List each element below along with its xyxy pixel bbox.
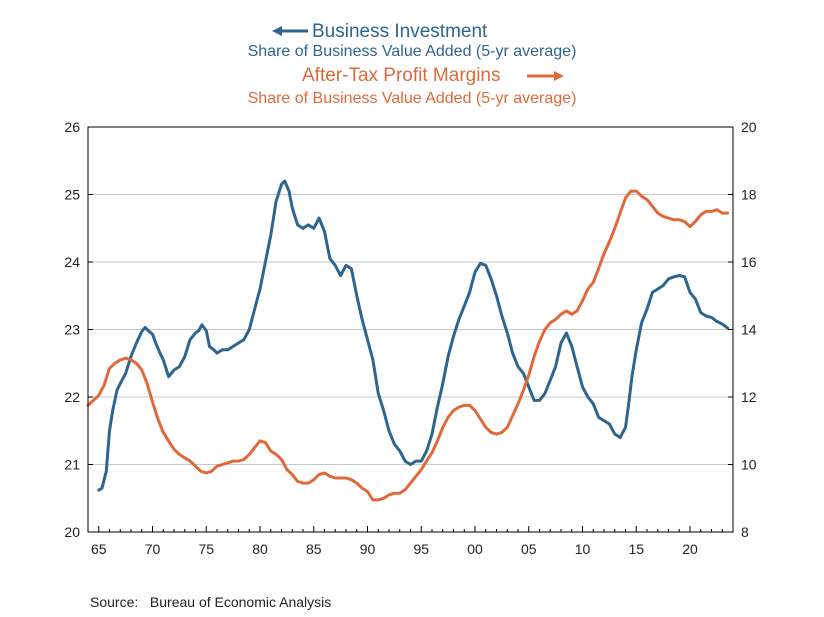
x-axis-tick-label: 05 — [521, 541, 537, 557]
legend-series-1-name: Business Investment — [312, 21, 488, 42]
left-axis-tick-label: 21 — [64, 457, 80, 473]
legend: Business Investment Share of Business Va… — [248, 21, 577, 107]
legend-series-2-subtitle: Share of Business Value Added (5-yr aver… — [248, 90, 577, 107]
legend-left-arrow — [272, 26, 308, 36]
x-axis-tick-label: 00 — [467, 541, 483, 557]
right-axis-tick-label: 8 — [741, 524, 749, 540]
left-axis-tick-label: 25 — [64, 187, 80, 203]
source-note: Source: Bureau of Economic Analysis — [90, 594, 332, 610]
right-axis-tick-label: 20 — [741, 119, 757, 135]
left-axis-tick-label: 22 — [64, 389, 80, 405]
right-axis-tick-label: 16 — [741, 254, 757, 270]
x-axis-tick-label: 75 — [198, 541, 214, 557]
series-line-2 — [86, 189, 730, 502]
left-axis-tick-label: 20 — [64, 524, 80, 540]
right-axis-tick-label: 10 — [741, 457, 757, 473]
left-axis-tick-label: 24 — [64, 254, 80, 270]
x-axis-tick-label: 95 — [413, 541, 429, 557]
left-axis-tick-label: 23 — [64, 322, 80, 338]
x-axis-tick-label: 90 — [360, 541, 376, 557]
x-axis-tick-label: 80 — [252, 541, 268, 557]
x-axis-tick-label: 15 — [628, 541, 644, 557]
axes-ticks: 20 21 22 23 24 25 26 8 10 12 14 16 18 20 65 70 75 80 85 90 9… — [64, 119, 756, 557]
legend-right-arrow — [527, 71, 564, 81]
series-layer — [86, 179, 730, 502]
right-axis-tick-label: 18 — [741, 187, 757, 203]
gridlines — [88, 194, 733, 465]
right-axis-tick-label: 12 — [741, 389, 757, 405]
x-axis-tick-label: 85 — [306, 541, 322, 557]
legend-series-1-subtitle: Share of Business Value Added (5-yr aver… — [248, 43, 577, 60]
series-line-1 — [97, 179, 730, 492]
legend-series-2-name: After-Tax Profit Margins — [302, 65, 501, 86]
left-axis-tick-label: 26 — [64, 119, 80, 135]
x-axis-tick-label: 70 — [145, 541, 161, 557]
x-axis-tick-label: 20 — [682, 541, 698, 557]
x-axis-tick-label: 10 — [575, 541, 591, 557]
right-axis-tick-label: 14 — [741, 322, 757, 338]
x-axis-tick-label: 65 — [91, 541, 107, 557]
